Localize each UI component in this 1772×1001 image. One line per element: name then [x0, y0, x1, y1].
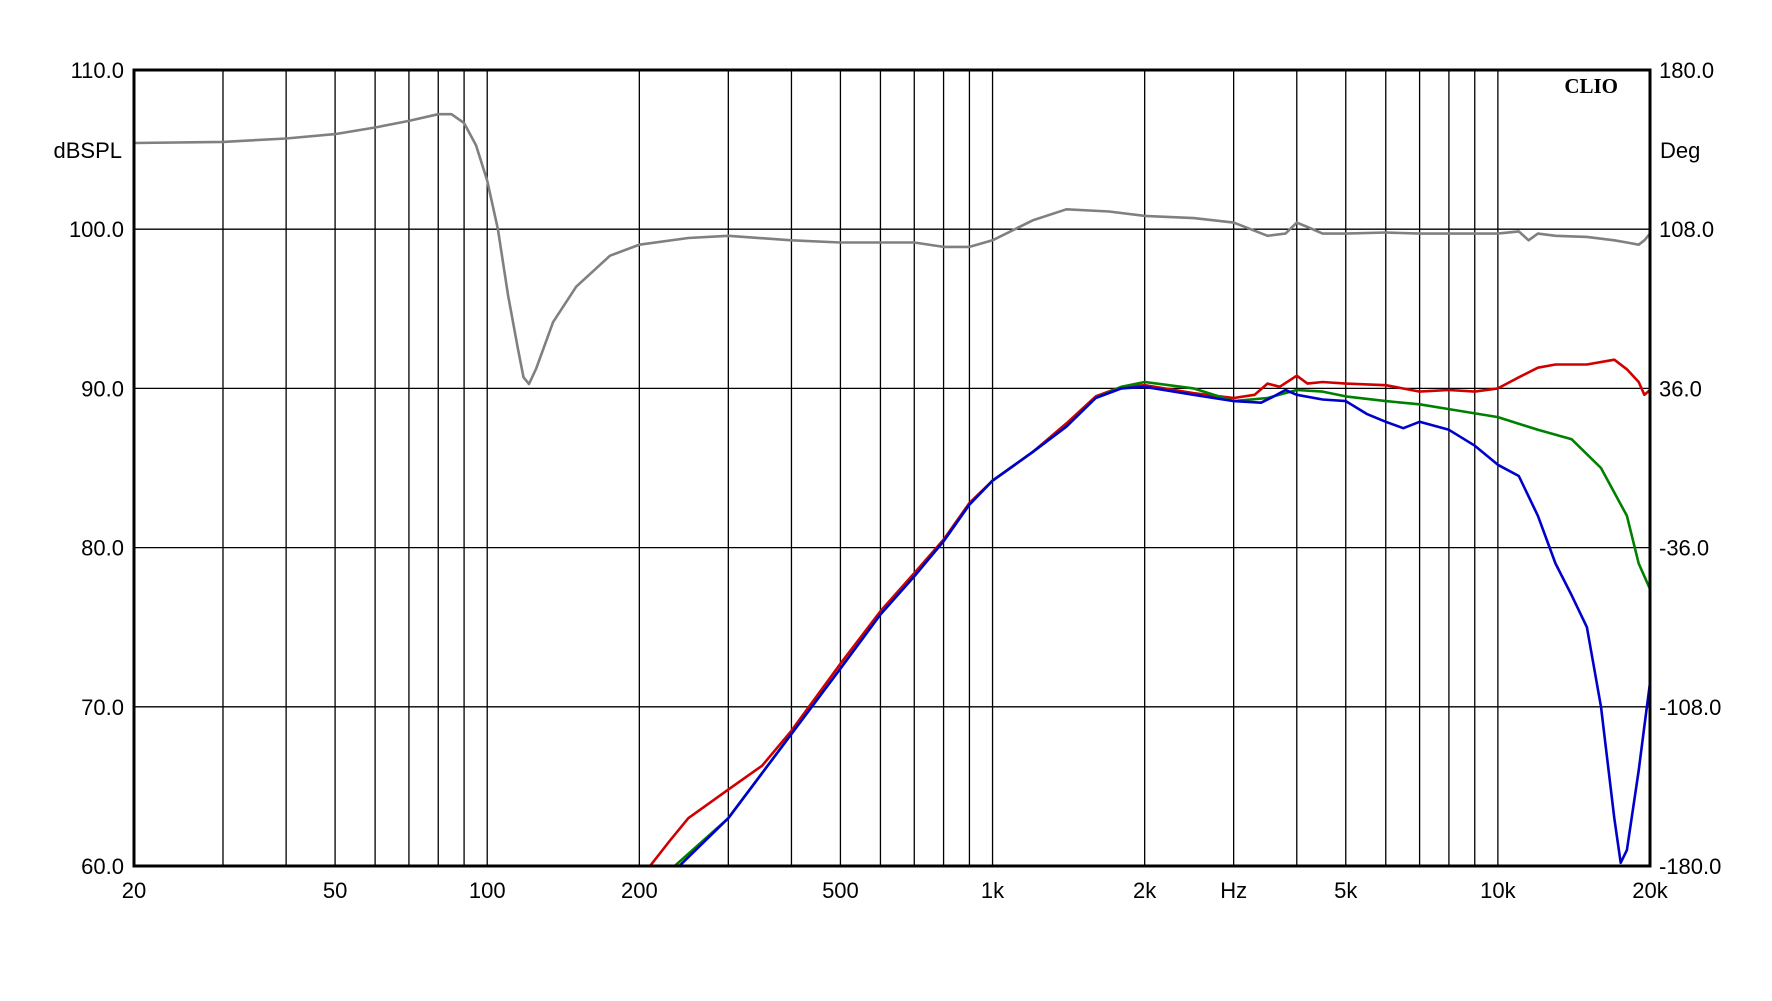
series-line-2 — [648, 358, 1650, 866]
x-tick-label: 2k — [1133, 878, 1157, 903]
right-axis-unit: Deg — [1660, 138, 1700, 163]
left-y-tick-label: 60.0 — [81, 854, 124, 879]
x-tick-label: 100 — [469, 878, 506, 903]
left-y-tick-label: 70.0 — [81, 695, 124, 720]
x-tick-label: 10k — [1480, 878, 1516, 903]
left-y-tick-label: 80.0 — [81, 536, 124, 561]
right-y-tick-label: -180.0 — [1659, 854, 1721, 879]
right-y-tick-label: -36.0 — [1659, 536, 1709, 561]
right-y-tick-label: 36.0 — [1659, 376, 1702, 401]
x-tick-label: 200 — [621, 878, 658, 903]
left-y-tick-label: 100.0 — [69, 217, 124, 242]
x-tick-label: 1k — [981, 878, 1005, 903]
x-tick-label: 5k — [1334, 878, 1358, 903]
x-tick-label: 20k — [1632, 878, 1668, 903]
clio-brand-label: CLIO — [1564, 74, 1618, 98]
x-tick-label: Hz — [1220, 878, 1247, 903]
series-line-4 — [678, 385, 1650, 866]
left-y-tick-label: 110.0 — [71, 58, 124, 83]
right-y-tick-label: 108.0 — [1659, 217, 1714, 242]
series-line-3 — [673, 380, 1650, 866]
x-tick-label: 20 — [122, 878, 146, 903]
x-tick-label: 50 — [323, 878, 347, 903]
series-line-1 — [134, 112, 1650, 386]
right-y-tick-label: -108.0 — [1659, 695, 1721, 720]
right-y-tick-label: 180.0 — [1659, 58, 1714, 83]
series-layer — [134, 112, 1650, 866]
grid — [133, 69, 1651, 867]
axis-labels: 60.0 70.0 80.0 90.0 100.0 110.0 -180.0 -108.0 -3… — [69, 58, 1721, 903]
plot-frame — [132, 68, 1652, 868]
x-tick-label: 500 — [822, 878, 859, 903]
left-y-tick-label: 90.0 — [81, 376, 124, 401]
left-axis-unit: dBSPL — [54, 138, 123, 163]
